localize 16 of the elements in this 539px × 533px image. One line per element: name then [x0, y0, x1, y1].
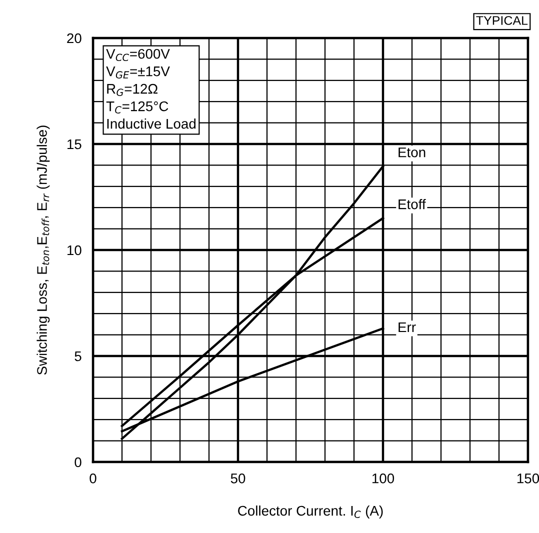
series-label: Err — [398, 322, 416, 332]
x-tick-label: 150 — [517, 473, 539, 484]
text: TYPICAL — [476, 16, 528, 25]
x-tick-label: 100 — [372, 473, 394, 484]
y-tick-label: 20 — [67, 33, 82, 44]
y-tick-label: 10 — [68, 245, 82, 256]
text: V$_{CC}$=600V V$_{GE}$=±15V R$_{G}$=12Ω T$_{C}$=125°C Inductive Load — [106, 48, 196, 129]
y-tick-label: 15 — [68, 139, 82, 150]
y-axis-title: Switching Loss, E$_{ton}$,E$_{toff}$, E$_{rr}$ (mJ/pulse) — [36, 126, 50, 375]
x-axis-title: Collector Current. I$_{C}$ (A) — [238, 506, 383, 518]
x-tick-label: 0 — [90, 473, 96, 484]
series-label: Etoff — [398, 199, 426, 210]
y-tick-label: 5 — [74, 351, 82, 362]
y-tick-label: 0 — [74, 457, 82, 468]
series-label: Eton — [398, 148, 426, 158]
x-tick-label: 50 — [230, 473, 246, 484]
